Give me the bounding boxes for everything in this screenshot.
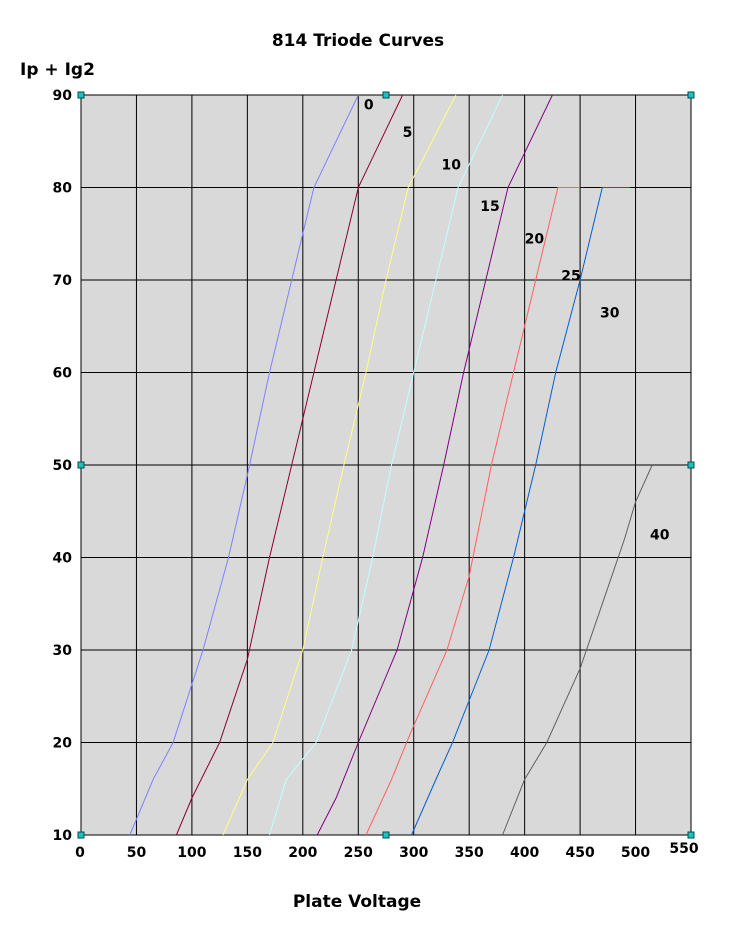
y-tick-label: 40 — [53, 551, 73, 567]
y-tick-label: 60 — [53, 366, 73, 382]
y-tick-label: 50 — [53, 458, 73, 474]
curve-grid-10 — [222, 94, 457, 836]
curve-grid-25 — [365, 187, 581, 836]
y-tick-label: 10 — [53, 828, 73, 844]
grid-lines — [80, 94, 692, 836]
y-tick-label: 20 — [53, 736, 73, 752]
x-tick-label: 550 — [669, 841, 698, 857]
curve-grid-40 — [502, 464, 653, 836]
resize-handle[interactable] — [687, 91, 695, 99]
y-tick-label: 80 — [53, 181, 73, 197]
resize-handle[interactable] — [687, 831, 695, 839]
x-axis-label: Plate Voltage — [293, 892, 421, 912]
curve-label: 15 — [480, 199, 499, 215]
curve-grid-30 — [411, 187, 630, 836]
y-tick-labels: 10 20 30 40 50 60 70 80 90 — [53, 88, 73, 844]
resize-handle[interactable] — [77, 831, 85, 839]
curve-grid-20 — [316, 94, 553, 836]
x-tick-label: 400 — [510, 845, 539, 861]
x-tick-labels: 0 50 100 150 200 250 300 350 400 450 500 550 — [75, 841, 699, 861]
resize-handle[interactable] — [687, 461, 695, 469]
x-tick-label: 150 — [233, 845, 262, 861]
curve-grid-5 — [175, 94, 404, 836]
resize-handle[interactable] — [382, 91, 390, 99]
curve-label: 20 — [525, 231, 545, 247]
x-tick-label: 50 — [127, 845, 147, 861]
curve-label: 0 — [364, 97, 374, 113]
resize-handle[interactable] — [77, 91, 85, 99]
curve-label: 5 — [403, 125, 413, 141]
curves — [129, 94, 653, 836]
curve-label: 10 — [441, 157, 461, 173]
x-tick-label: 300 — [399, 845, 428, 861]
y-axis-label: Ip + Ig2 — [20, 60, 95, 80]
x-tick-label: 200 — [288, 845, 317, 861]
x-tick-label: 350 — [455, 845, 484, 861]
x-tick-label: 450 — [565, 845, 594, 861]
x-tick-label: 250 — [344, 845, 373, 861]
curve-label: 25 — [561, 268, 580, 284]
curve-grid-0 — [129, 94, 359, 836]
curve-labels: 0 5 10 15 20 25 30 40 — [364, 97, 670, 543]
x-tick-label: 500 — [621, 845, 650, 861]
y-tick-label: 70 — [53, 273, 73, 289]
x-tick-label: 0 — [75, 845, 85, 861]
chart-title: 814 Triode Curves — [272, 31, 444, 51]
x-tick-label: 100 — [177, 845, 206, 861]
selection-handles[interactable] — [77, 91, 695, 839]
y-tick-label: 90 — [53, 88, 73, 104]
curve-label: 30 — [600, 305, 620, 321]
curve-grid-15 — [269, 94, 503, 836]
resize-handle[interactable] — [77, 461, 85, 469]
y-tick-label: 30 — [53, 643, 73, 659]
resize-handle[interactable] — [382, 831, 390, 839]
curve-label: 40 — [650, 527, 670, 543]
